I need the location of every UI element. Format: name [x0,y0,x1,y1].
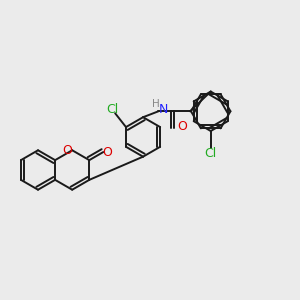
Text: N: N [159,103,168,116]
Text: H: H [152,99,160,109]
Text: O: O [103,146,112,158]
Text: O: O [62,144,72,157]
Text: O: O [177,121,187,134]
Text: Cl: Cl [106,103,118,116]
Text: Cl: Cl [205,147,217,160]
